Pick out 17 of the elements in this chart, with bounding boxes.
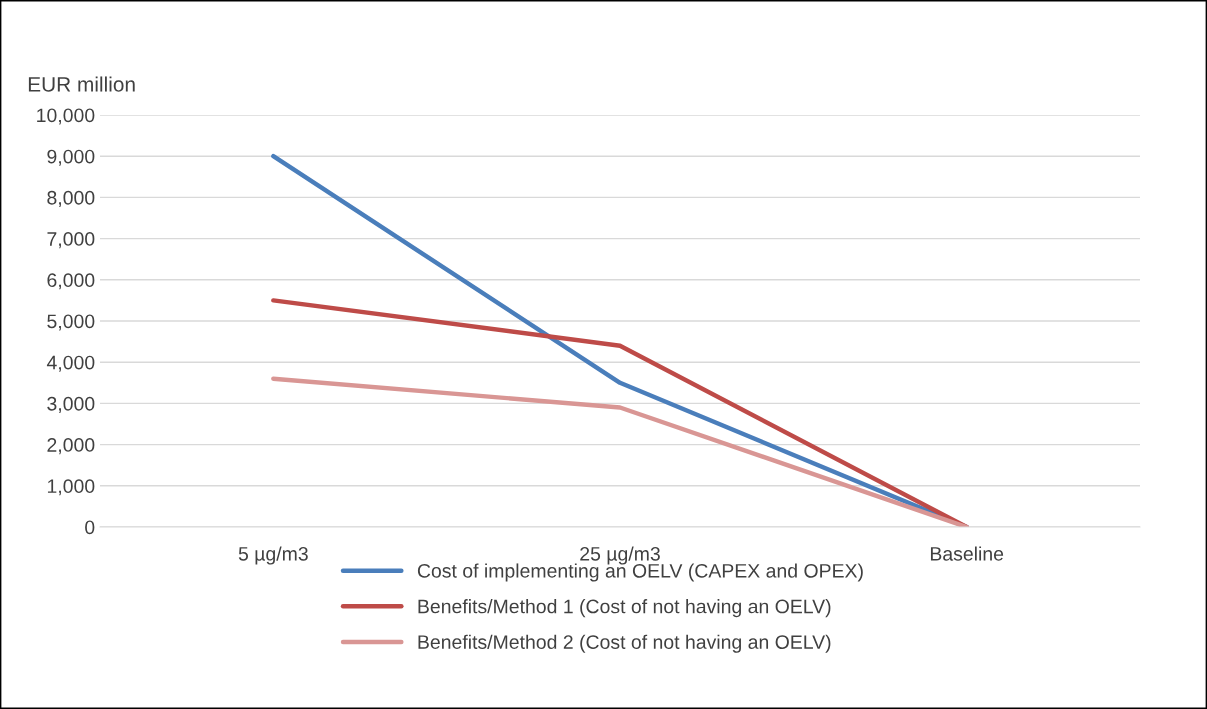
y-tick-label: 8,000: [47, 190, 95, 207]
y-tick-label: 0: [85, 520, 95, 535]
legend-label: Benefits/Method 2 (Cost of not having an OELV): [418, 634, 831, 653]
legend-label: Benefits/Method 1 (Cost of not having an OELV): [418, 599, 831, 618]
y-tick-label: 9,000: [47, 149, 95, 166]
x-tick-label: 5 µg/m3: [238, 546, 308, 565]
y-tick-label: 5,000: [47, 314, 95, 331]
y-axis-title: EUR million: [28, 76, 135, 92]
x-tick-label: 25 µg/m3: [580, 546, 660, 565]
x-tick-label: Baseline: [930, 546, 1004, 561]
y-tick-label: 1,000: [47, 479, 95, 496]
y-tick-label: 6,000: [47, 273, 95, 290]
y-tick-label: 4,000: [46, 355, 95, 372]
y-tick-label: 3,000: [47, 396, 95, 413]
y-tick-label: 2,000: [47, 438, 95, 455]
y-tick-label: 7,000: [47, 232, 95, 249]
y-tick-label: 10,000: [37, 108, 95, 125]
